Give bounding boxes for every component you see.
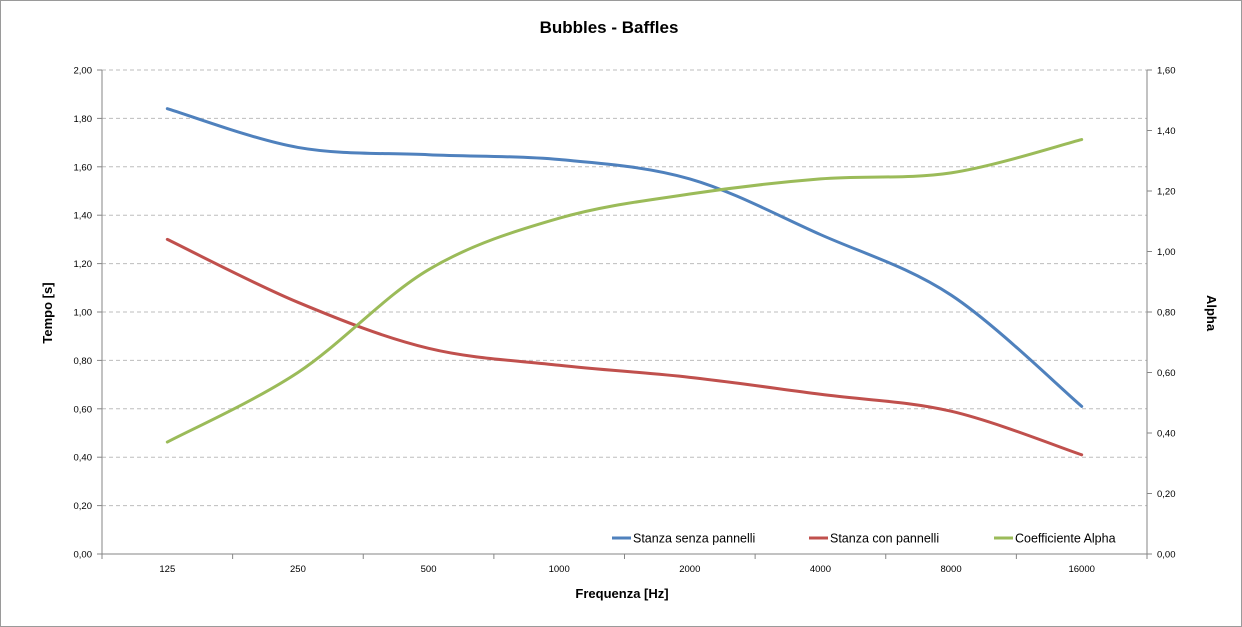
x-tick-label: 1000	[549, 564, 570, 575]
y2-axis-title: Alpha	[1204, 295, 1219, 332]
axes-layer: 0,00 0,20 0,40 0,60 0,80 1,00 1,20 1,40 1,60 1,80…	[74, 66, 1176, 576]
legend-item: Stanza con pannelli	[809, 532, 939, 546]
y2-tick-label: 1,40	[1157, 126, 1176, 137]
y-tick-label: 1,20	[74, 259, 93, 270]
legend-item: Stanza senza pannelli	[612, 532, 755, 546]
series-layer	[165, 107, 1084, 457]
y2-tick-label: 1,20	[1157, 187, 1176, 198]
series-line-3	[165, 138, 1084, 444]
y2-tick-label: 0,20	[1157, 489, 1176, 500]
legend-item: Coefficiente Alpha	[994, 532, 1116, 546]
y2-tick-label: 0,40	[1157, 429, 1176, 440]
y2-tick-label: 1,00	[1157, 247, 1176, 258]
y2-tick-label: 1,60	[1157, 66, 1176, 77]
chart-title: Bubbles - Baffles	[540, 18, 679, 37]
x-tick-label: 250	[290, 564, 306, 575]
x-tick-label: 4000	[810, 564, 831, 575]
y2-tick-label: 0,80	[1157, 308, 1176, 319]
y2-tick-label: 0,60	[1157, 368, 1176, 379]
y-tick-label: 1,80	[74, 114, 93, 125]
y-tick-label: 0,00	[74, 550, 93, 561]
series-line-1	[165, 107, 1084, 408]
y-tick-label: 1,00	[74, 308, 93, 319]
legend-label: Stanza senza pannelli	[633, 532, 755, 546]
y-tick-label: 1,60	[74, 162, 93, 173]
x-axis-title: Frequenza [Hz]	[575, 586, 668, 601]
legend-label: Stanza con pannelli	[830, 532, 939, 546]
y-tick-label: 2,00	[74, 66, 93, 77]
x-tick-label: 8000	[940, 564, 961, 575]
y2-tick-label: 0,00	[1157, 550, 1176, 561]
y-tick-label: 1,40	[74, 211, 93, 222]
x-tick-label: 16000	[1068, 564, 1094, 575]
x-tick-label: 2000	[679, 564, 700, 575]
legend-label: Coefficiente Alpha	[1015, 532, 1116, 546]
y-tick-label: 0,80	[74, 356, 93, 367]
y-tick-label: 0,60	[74, 404, 93, 415]
series-line-2	[165, 237, 1084, 457]
grid-layer	[102, 69, 1147, 507]
x-tick-label: 125	[159, 564, 175, 575]
y-axis-title: Tempo [s]	[40, 282, 55, 343]
y-tick-label: 0,40	[74, 453, 93, 464]
x-tick-label: 500	[421, 564, 437, 575]
y-tick-label: 0,20	[74, 501, 93, 512]
legend: Stanza senza pannelli Stanza con pannelli…	[612, 532, 1116, 546]
